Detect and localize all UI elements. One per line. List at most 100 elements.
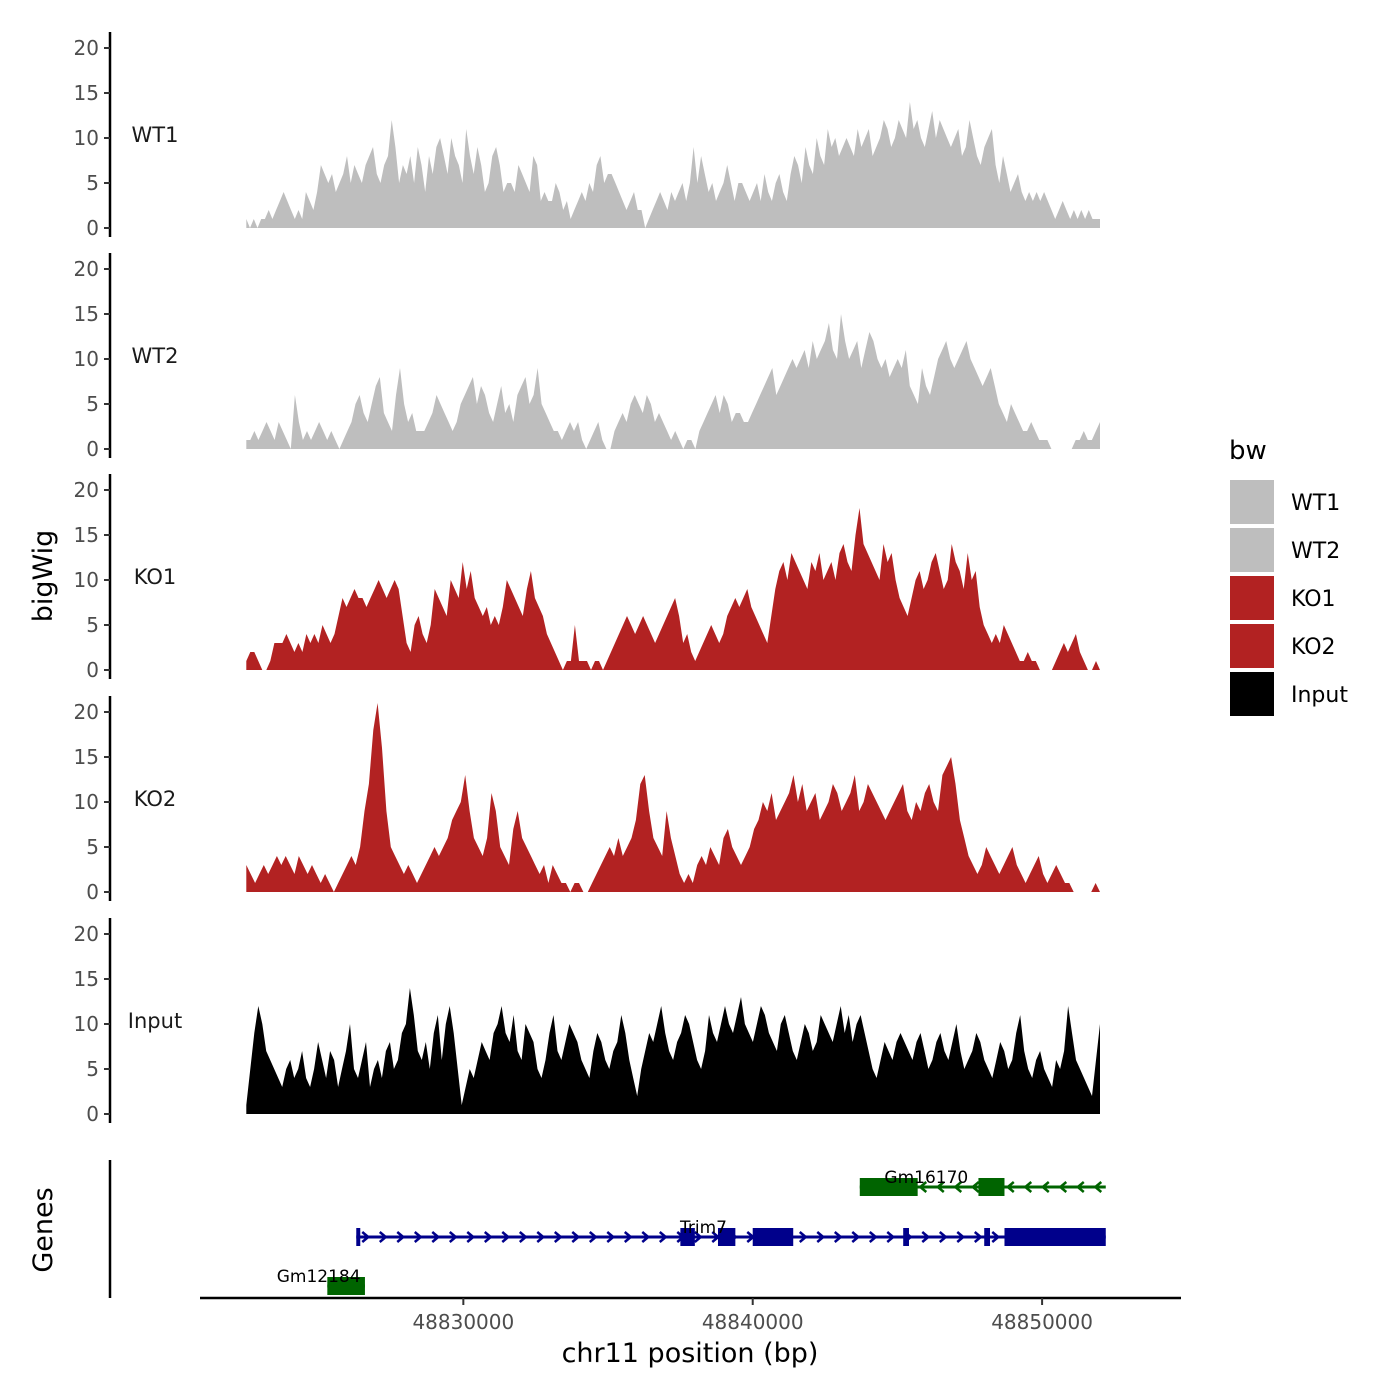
coverage-area-ko1 <box>246 508 1101 670</box>
track-ko2: 0 5 10 15 20 KO2 <box>74 696 1101 904</box>
track-label: WT1 <box>132 123 179 147</box>
genes-axis-title: Genes <box>28 1187 59 1272</box>
strand-arrow <box>970 1181 980 1193</box>
x-axis: 48830000 48840000 48850000 <box>200 1296 1181 1334</box>
legend-label: KO2 <box>1291 635 1336 660</box>
coverage-area-ko2 <box>246 703 1101 892</box>
strand-arrow <box>973 1231 983 1243</box>
y-tick-label: 10 <box>74 790 99 814</box>
y-tick-label: 0 <box>86 880 99 904</box>
y-tick-label: 10 <box>74 126 99 150</box>
strand-arrow <box>1023 1181 1033 1193</box>
y-tick-label: 5 <box>86 392 99 416</box>
y-tick-label: 20 <box>74 700 99 724</box>
exon <box>1004 1228 1106 1246</box>
legend-label: WT1 <box>1291 491 1340 516</box>
strand-arrow <box>1093 1181 1103 1193</box>
y-tick-label: 20 <box>74 922 99 946</box>
track-wt2: 0 5 10 15 20 WT2 <box>74 253 1101 461</box>
strand-arrow <box>851 1231 861 1243</box>
y-tick-label: 5 <box>86 835 99 859</box>
legend-item-input: Input <box>1230 672 1348 716</box>
strand-arrow <box>501 1231 511 1243</box>
strand-arrow <box>588 1231 598 1243</box>
strand-arrow <box>956 1231 966 1243</box>
strand-arrow <box>833 1231 843 1243</box>
gene-label: Gm12184 <box>277 1267 361 1287</box>
y-tick-label: 20 <box>74 36 99 60</box>
track-label: KO2 <box>134 787 177 811</box>
strand-arrow <box>413 1231 423 1243</box>
strand-arrow <box>991 1231 1001 1243</box>
strand-arrow <box>1005 1181 1015 1193</box>
y-tick-label: 5 <box>86 1057 99 1081</box>
strand-arrow <box>571 1231 581 1243</box>
gene-gm12184: Gm12184 <box>277 1267 365 1295</box>
legend-swatch <box>1230 576 1274 620</box>
y-tick-label: 10 <box>74 347 99 371</box>
strand-arrow <box>606 1231 616 1243</box>
coverage-area-wt1 <box>246 102 1101 228</box>
exon <box>356 1228 361 1246</box>
legend-title: bw <box>1229 436 1267 466</box>
legend-swatch <box>1230 672 1274 716</box>
strand-arrow <box>918 1181 928 1193</box>
strand-arrow <box>658 1231 668 1243</box>
strand-arrow <box>921 1231 931 1243</box>
y-axis-title: bigWig <box>28 530 59 623</box>
track-wt1: 0 5 10 15 20 WT1 <box>74 32 1101 240</box>
strand-arrow <box>536 1231 546 1243</box>
exon <box>984 1228 991 1246</box>
legend-item-wt2: WT2 <box>1230 528 1340 572</box>
strand-arrow <box>361 1231 371 1243</box>
exon <box>859 1178 918 1196</box>
exon <box>327 1277 365 1295</box>
exon <box>680 1228 695 1246</box>
strand-arrow <box>1058 1181 1068 1193</box>
x-tick-label: 48830000 <box>412 1310 514 1334</box>
strand-arrow <box>396 1231 406 1243</box>
exon <box>752 1228 794 1246</box>
track-input: 0 5 10 15 20 Input <box>74 918 1101 1126</box>
track-label: WT2 <box>132 344 179 368</box>
strand-arrow <box>693 1231 703 1243</box>
legend: bw WT1 WT2 KO1 KO2 Input <box>1229 436 1348 716</box>
legend-swatch <box>1230 528 1274 572</box>
track-label: Input <box>128 1009 182 1033</box>
y-tick-label: 0 <box>86 658 99 682</box>
y-tick-label: 20 <box>74 257 99 281</box>
strand-arrow <box>623 1231 633 1243</box>
legend-item-ko2: KO2 <box>1230 624 1336 668</box>
track-label: KO1 <box>134 565 177 589</box>
legend-item-ko1: KO1 <box>1230 576 1336 620</box>
y-tick-label: 0 <box>86 216 99 240</box>
strand-arrow <box>641 1231 651 1243</box>
strand-arrow <box>953 1181 963 1193</box>
strand-arrow <box>935 1181 945 1193</box>
y-tick-label: 15 <box>74 302 99 326</box>
strand-arrow <box>553 1231 563 1243</box>
y-tick-label: 0 <box>86 1102 99 1126</box>
legend-label: Input <box>1291 683 1348 708</box>
exon <box>903 1228 909 1246</box>
legend-label: KO1 <box>1291 587 1336 612</box>
x-tick-label: 48850000 <box>991 1310 1093 1334</box>
strand-arrow <box>483 1231 493 1243</box>
exon <box>978 1178 1005 1196</box>
gene-label: Trim7 <box>679 1218 727 1238</box>
y-tick-label: 0 <box>86 437 99 461</box>
x-tick-label: 48840000 <box>702 1310 804 1334</box>
strand-arrow <box>466 1231 476 1243</box>
strand-arrow <box>938 1231 948 1243</box>
track-ko1: 0 5 10 15 20 KO1 <box>74 474 1101 682</box>
strand-arrow <box>886 1231 896 1243</box>
y-tick-label: 10 <box>74 1012 99 1036</box>
strand-arrow <box>868 1231 878 1243</box>
legend-label: WT2 <box>1291 539 1340 564</box>
strand-arrow <box>798 1231 808 1243</box>
legend-item-wt1: WT1 <box>1230 480 1340 524</box>
strand-arrow <box>816 1231 826 1243</box>
coverage-area-input <box>246 988 1101 1114</box>
x-axis-title: chr11 position (bp) <box>562 1338 819 1369</box>
gene-gm16170: Gm16170 <box>859 1168 1106 1196</box>
